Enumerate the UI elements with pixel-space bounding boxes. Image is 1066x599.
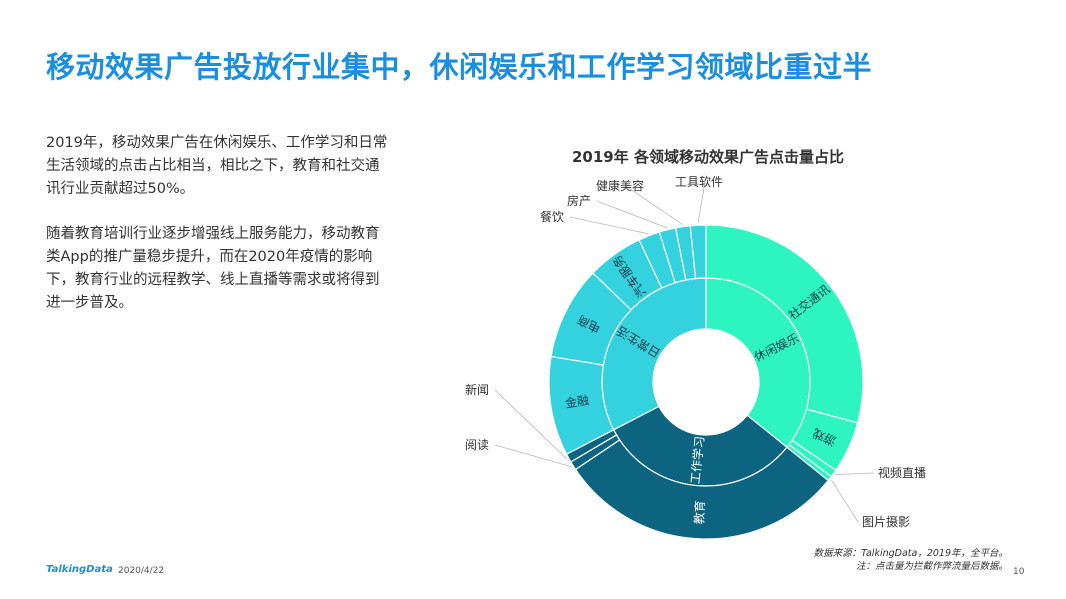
inner-label-1: 工作学习 <box>687 435 707 484</box>
page-title: 移动效果广告投放行业集中，休闲娱乐和工作学习领域比重过半 <box>46 50 873 84</box>
outer-label-10: 餐饮 <box>540 209 564 224</box>
leader-line-2 <box>835 472 875 476</box>
leader-line-10 <box>569 216 649 235</box>
outer-label-11: 房产 <box>567 193 591 208</box>
outer-label-4: 教育 <box>691 500 707 525</box>
page-number: 10 <box>1013 567 1025 577</box>
outer-label-13: 工具软件 <box>675 175 723 189</box>
outer-segment-0 <box>705 224 864 424</box>
leader-line-12 <box>625 185 683 226</box>
outer-label-6: 新闻 <box>465 382 489 397</box>
talkingdata-logo: TalkingData <box>46 564 113 575</box>
outer-segment-13 <box>689 224 707 280</box>
outer-label-7: 金融 <box>564 392 590 411</box>
chart-title: 2019年 各领域移动效果广告点击量占比 <box>572 148 844 166</box>
leader-line-3 <box>830 479 859 523</box>
outer-segment-4 <box>574 439 830 540</box>
leader-line-6 <box>494 389 568 460</box>
source-line-1: 数据来源：TalkingData，2019年，全平台。 <box>813 548 1008 559</box>
paragraph-1: 2019年，移动效果广告在休闲娱乐、工作学习和日常生活领域的点击占比相当，相比之… <box>46 135 388 197</box>
leader-line-11 <box>596 200 668 229</box>
outer-label-2: 视频直播 <box>878 465 926 480</box>
paragraph-2: 随着教育培训行业逐步增强线上服务能力，移动教育类App的推广量稳步提升，而在20… <box>46 226 380 311</box>
leader-line-5 <box>494 444 572 468</box>
source-line-2: 注：点击量为拦截作弊流量后数据。 <box>855 561 1008 572</box>
outer-label-3: 图片摄影 <box>862 514 910 529</box>
source-note: 数据来源：TalkingData，2019年，全平台。 注：点击量为拦截作弊流量… <box>814 547 1008 573</box>
outer-label-12: 健康美容 <box>596 178 644 193</box>
description-text: 2019年，移动效果广告在休闲娱乐、工作学习和日常生活领域的点击占比相当，相比之… <box>46 132 391 337</box>
outer-label-5: 阅读 <box>465 438 489 452</box>
footer-date: 2020/4/22 <box>118 566 165 576</box>
leader-line-13 <box>697 181 706 224</box>
